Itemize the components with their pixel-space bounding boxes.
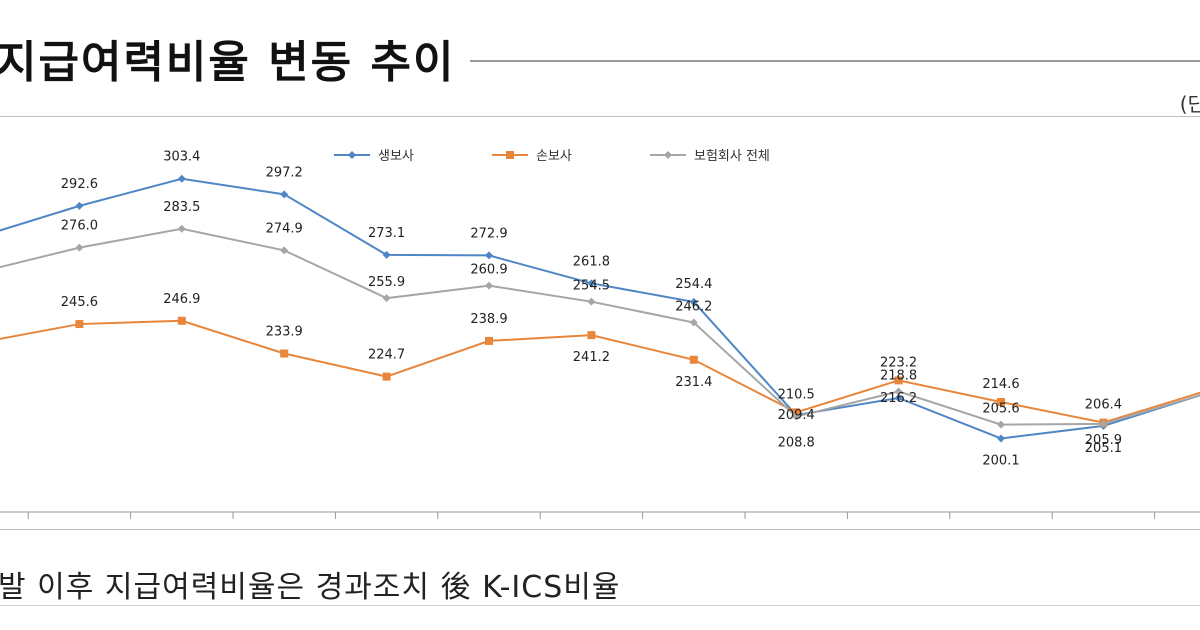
- data-label: 261.8: [573, 254, 610, 269]
- data-label: 224.7: [368, 348, 405, 363]
- x-axis: '20.06'20.09'20.12'21.3.'21.6.'21.9.'21.…: [0, 511, 1200, 519]
- data-point: [177, 224, 186, 233]
- data-label: 231.4: [675, 375, 712, 390]
- data-label: 233.9: [266, 324, 303, 339]
- legend: 생보사 손보사 보험회사 전체: [334, 149, 770, 164]
- series-line-2: [0, 319, 1200, 424]
- data-label: 209.4: [778, 408, 815, 423]
- legend-marker: [506, 151, 514, 159]
- data-point: [689, 318, 698, 327]
- data-label: 254.4: [675, 277, 712, 292]
- data-label: 208.8: [778, 436, 815, 451]
- data-label: 210.5: [778, 387, 815, 402]
- data-point: [1099, 419, 1108, 428]
- data-point: [75, 243, 84, 252]
- data-label: 273.1: [368, 226, 405, 241]
- data-label: 276.0: [61, 219, 98, 234]
- data-label: 297.2: [266, 165, 303, 180]
- data-point: [382, 294, 391, 303]
- data-point: [587, 279, 596, 288]
- data-label: 283.5: [163, 200, 200, 215]
- data-label: 255.9: [368, 275, 405, 290]
- data-point: [689, 355, 698, 364]
- data-label: 241.2: [573, 350, 610, 365]
- data-label: 223.2: [880, 355, 917, 370]
- data-point: [894, 376, 903, 385]
- footnote: 발 이후 지급여력비율은 경과조치 後 K-ICS비율: [0, 570, 621, 605]
- series-line-1: [0, 177, 1200, 440]
- unit-label: (단: [1179, 92, 1200, 116]
- data-labels: 292.6 303.4 297.2 273.1 272.9 261.8 254.4 209.4…: [61, 150, 1122, 469]
- data-label: 205.9: [1085, 433, 1122, 448]
- data-point: [894, 393, 903, 402]
- data-label: 206.4: [1085, 398, 1122, 413]
- data-label: 292.6: [61, 177, 98, 192]
- data-label: 214.6: [982, 377, 1019, 392]
- data-point: [792, 412, 801, 421]
- chart-panel: 생보사 손보사 보험회사 전체 292.6 303.4 297.2 273.1 272.9 2…: [0, 116, 1200, 530]
- data-point: [792, 408, 801, 417]
- data-label: 246.9: [163, 292, 200, 307]
- chart-title: 지급여력비율 변동 추이: [0, 37, 456, 88]
- data-point: [280, 246, 289, 255]
- data-point: [485, 336, 493, 345]
- data-label: 205.6: [982, 402, 1019, 417]
- series-lines: [0, 174, 1200, 443]
- data-point: [587, 297, 596, 306]
- data-point: [689, 297, 698, 306]
- data-point: [75, 320, 84, 329]
- data-label: 254.5: [573, 279, 610, 294]
- legend-label: 손보사: [536, 149, 572, 164]
- data-label: 216.2: [880, 391, 917, 406]
- data-label: 274.9: [266, 221, 303, 236]
- data-point: [485, 251, 493, 260]
- data-label: 245.6: [61, 295, 98, 310]
- data-point: [177, 174, 186, 183]
- data-point: [280, 349, 289, 358]
- data-point: [75, 201, 84, 210]
- data-label: 303.4: [163, 150, 200, 165]
- data-point: [382, 372, 391, 381]
- data-point: [997, 420, 1005, 429]
- data-point: [177, 316, 186, 325]
- data-point: [587, 331, 596, 340]
- data-label: 272.9: [470, 226, 507, 241]
- data-point: [894, 387, 903, 396]
- data-point: [382, 250, 391, 259]
- footnote-divider: [0, 605, 1200, 606]
- title-divider: [470, 60, 1200, 62]
- data-label: 200.1: [982, 453, 1019, 468]
- data-label: 205.1: [1085, 441, 1122, 456]
- legend-label: 보험회사 전체: [694, 149, 770, 164]
- data-label: 218.8: [880, 368, 917, 383]
- legend-marker: [664, 151, 672, 159]
- data-point: [997, 398, 1005, 407]
- legend-label: 생보사: [378, 149, 414, 164]
- data-point: [280, 190, 289, 199]
- legend-marker: [348, 151, 356, 159]
- data-label: 246.2: [675, 300, 712, 315]
- data-label: 238.9: [470, 312, 507, 327]
- data-point: [485, 281, 493, 290]
- data-label: 260.9: [470, 263, 507, 278]
- data-point: [997, 434, 1005, 443]
